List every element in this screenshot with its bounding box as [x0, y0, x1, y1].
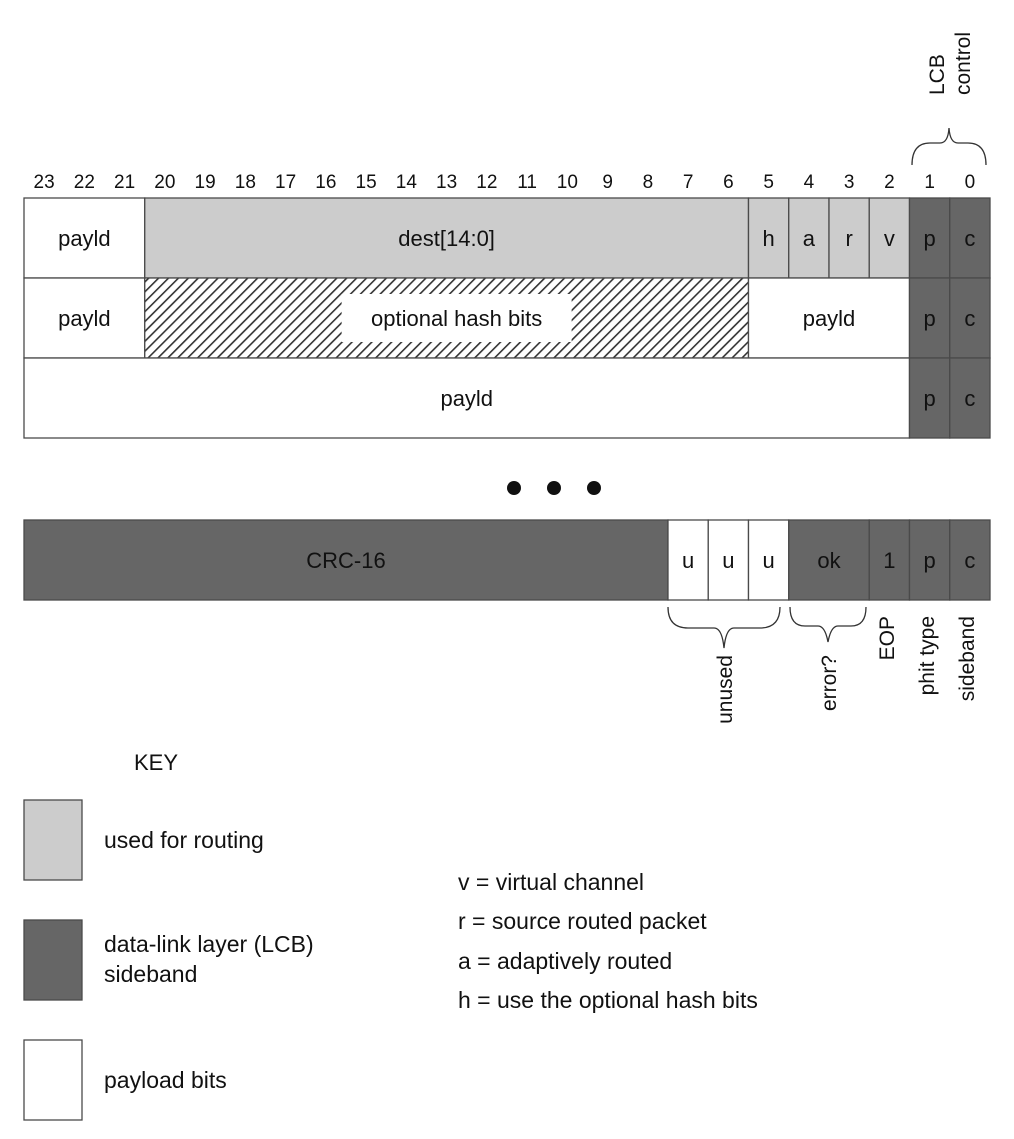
header-row-1-cell-sideband	[949, 197, 991, 279]
legend-source-routed: r = source routed packet	[458, 908, 707, 934]
key: KEY used for routing data-link layer (LC…	[23, 750, 314, 1121]
flag-legend: v = virtual channel r = source routed pa…	[458, 869, 758, 1013]
control-label: control	[952, 32, 975, 95]
bit-number-4: 4	[804, 172, 815, 193]
legend-virtual-channel: v = virtual channel	[458, 869, 644, 895]
bit-number-0: 0	[965, 172, 976, 193]
header-row-1-cell-label: a	[803, 226, 816, 251]
bit-number-19: 19	[195, 172, 216, 193]
legend-hash-bits: h = use the optional hash bits	[458, 987, 758, 1013]
header-phit-rows: payld dest[14:0] h a r v p c payld optional hash …	[23, 197, 991, 439]
key-swatch-sideband	[23, 919, 83, 1001]
tail-row-cell-sideband	[949, 519, 991, 601]
header-row-2-cell-label: optional hash bits	[371, 306, 542, 331]
header-row-2-cell-sideband	[908, 277, 951, 359]
tail-row-cell-payload	[667, 519, 709, 601]
header-row-2-cell-label: p	[924, 306, 936, 331]
header-row-2-cell-label: c	[964, 306, 975, 331]
bit-number-5: 5	[763, 172, 774, 193]
bit-number-14: 14	[396, 172, 418, 193]
hash-label-backdrop	[341, 294, 572, 342]
tail-row-cell-sideband	[868, 519, 911, 601]
bit-number-20: 20	[154, 172, 175, 193]
bit-number-18: 18	[235, 172, 256, 193]
bottom-labels: unused error? EOP phit type sideband	[667, 606, 979, 724]
key-swatch-payload	[23, 1039, 83, 1121]
tail-phit-row: CRC-16 u u u ok 1 p c	[23, 519, 991, 601]
bit-number-1: 1	[924, 172, 935, 193]
header-row-2-cell-sideband	[949, 277, 991, 359]
bit-number-12: 12	[476, 172, 497, 193]
header-row-2-cell-label: payld	[58, 306, 111, 331]
tail-row-cell-payload	[707, 519, 750, 601]
tail-row-cell-label: u	[763, 548, 775, 573]
bit-number-6: 6	[723, 172, 734, 193]
header-row-3-cell-label: c	[964, 386, 975, 411]
error-bracket	[789, 606, 867, 643]
ellipsis-dot	[507, 481, 521, 495]
bit-number-3: 3	[844, 172, 855, 193]
legend-adaptively-routed: a = adaptively routed	[458, 948, 672, 974]
key-label-payload: payload bits	[104, 1067, 227, 1093]
lcb-label: LCB	[926, 54, 949, 95]
tail-row-cell-label: u	[722, 548, 734, 573]
tail-row-cell-label: c	[964, 548, 975, 573]
header-row-1-cell-routing	[144, 197, 750, 279]
tail-row-cell-sideband	[788, 519, 870, 601]
bit-number-13: 13	[436, 172, 457, 193]
sideband-label: sideband	[956, 616, 979, 701]
tail-row-cell-sideband	[23, 519, 669, 601]
phit-type-label: phit type	[916, 616, 939, 695]
error-label: error?	[818, 655, 841, 711]
ellipsis-dot	[587, 481, 601, 495]
unused-bracket	[667, 606, 781, 649]
header-row-1-cell-label: c	[964, 226, 975, 251]
tail-row-cell-label: 1	[883, 548, 895, 573]
key-label-sideband-line2: sideband	[104, 961, 197, 987]
bit-number-2: 2	[884, 172, 895, 193]
header-row-1-cell-label: dest[14:0]	[398, 226, 495, 251]
bit-number-11: 11	[517, 172, 537, 193]
unused-label: unused	[714, 655, 737, 724]
bit-number-8: 8	[643, 172, 654, 193]
header-row-1-cell-routing	[868, 197, 911, 279]
tail-row-cell-label: ok	[817, 548, 841, 573]
bit-number-21: 21	[114, 172, 135, 193]
lcb-control-bracket: LCB control	[911, 32, 987, 166]
eop-label: EOP	[876, 616, 899, 660]
bit-number-16: 16	[315, 172, 336, 193]
bit-number-header: 23 22 21 20 19 18 17 16 15 14 13 12 11 10 9 8 7 6 5 4 3 2 1 0	[34, 172, 976, 193]
header-row-1-cell-label: h	[763, 226, 775, 251]
header-row-3-cell-payload	[23, 357, 911, 439]
bit-number-15: 15	[356, 172, 377, 193]
header-row-3-cell-sideband	[908, 357, 951, 439]
bit-number-17: 17	[275, 172, 296, 193]
header-row-1-cell-label: p	[924, 226, 936, 251]
bit-number-22: 22	[74, 172, 95, 193]
header-row-3-cell-label: payld	[440, 386, 493, 411]
header-row-3-cell-label: p	[924, 386, 936, 411]
header-row-1-cell-payload	[23, 197, 146, 279]
key-title: KEY	[134, 750, 178, 775]
header-row-1-cell-label: r	[845, 226, 852, 251]
key-label-sideband-line1: data-link layer (LCB)	[104, 931, 314, 957]
tail-row-cell-label: CRC-16	[306, 548, 385, 573]
bit-number-10: 10	[557, 172, 578, 193]
tail-row-cell-sideband	[908, 519, 951, 601]
header-row-2-cell-label: payld	[803, 306, 856, 331]
tail-row-cell-label: u	[682, 548, 694, 573]
key-label-routing: used for routing	[104, 827, 264, 853]
bit-number-7: 7	[683, 172, 694, 193]
header-row-3-cell-sideband	[949, 357, 991, 439]
bit-number-9: 9	[602, 172, 613, 193]
bit-number-23: 23	[34, 172, 55, 193]
tail-row-cell-label: p	[924, 548, 936, 573]
key-swatch-routing	[23, 799, 83, 881]
ellipsis-dots	[507, 481, 601, 495]
header-row-1-cell-label: v	[884, 226, 895, 251]
header-row-1-cell-label: payld	[58, 226, 111, 251]
ellipsis-dot	[547, 481, 561, 495]
